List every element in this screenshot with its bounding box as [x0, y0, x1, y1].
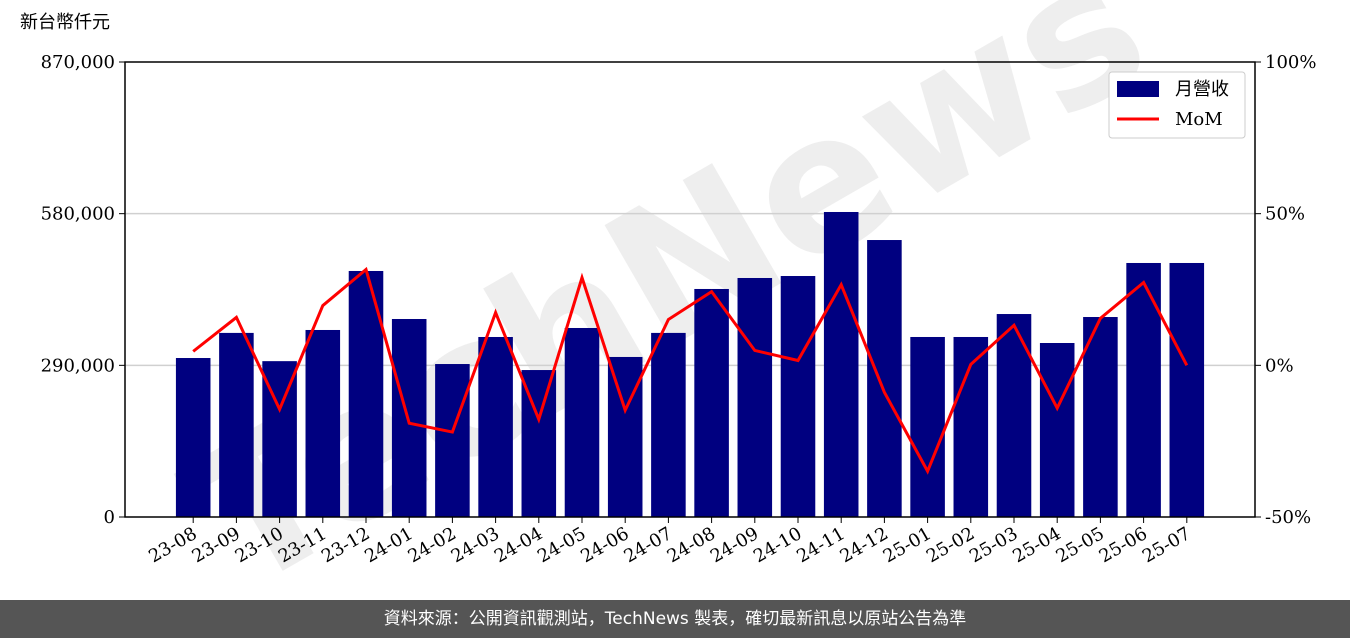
bar	[607, 356, 643, 517]
y2-tick-label: 50%	[1265, 204, 1305, 225]
x-tick-label: 24-08	[664, 523, 719, 567]
bar	[305, 329, 341, 517]
y-tick-label: 290,000	[41, 355, 115, 376]
bar	[737, 277, 773, 517]
bar	[780, 276, 816, 517]
bar	[823, 211, 859, 517]
plot-frame	[124, 61, 1256, 518]
x-tick-label: 25-01	[880, 523, 935, 567]
x-tick-label: 25-03	[966, 523, 1021, 567]
x-tick-label: 24-04	[491, 523, 546, 567]
x-tick-label: 25-07	[1139, 523, 1194, 567]
bar	[1039, 343, 1075, 517]
bar	[219, 332, 254, 517]
x-tick-label: 24-07	[620, 523, 675, 567]
bar	[478, 336, 513, 517]
x-tick-label: 25-05	[1052, 523, 1107, 567]
footer: 資料來源：公開資訊觀測站，TechNews 製表，確切最新訊息以原站公告為準	[0, 600, 1350, 638]
x-tick-label: 25-02	[923, 523, 978, 567]
legend-label: MoM	[1175, 109, 1223, 130]
x-tick-label: 23-08	[145, 523, 200, 567]
legend-swatch	[1117, 81, 1159, 97]
bar	[175, 358, 211, 517]
bar	[867, 240, 902, 518]
legend-label: 月營收	[1175, 79, 1229, 100]
bar	[996, 314, 1032, 517]
x-tick-label: 24-09	[707, 523, 762, 567]
y2-tick-label: -50%	[1265, 507, 1311, 528]
x-tick-label: 24-10	[750, 523, 805, 567]
x-tick-label: 25-06	[1096, 523, 1151, 567]
bar	[564, 327, 600, 517]
y2-tick-label: 100%	[1265, 52, 1316, 73]
line	[192, 266, 1189, 475]
bar	[694, 288, 729, 517]
bar	[1126, 262, 1161, 517]
bar	[1083, 317, 1118, 517]
x-tick-label: 25-04	[1009, 523, 1064, 567]
x-tick-label: 24-05	[534, 523, 589, 567]
bar	[435, 364, 470, 517]
bar	[651, 332, 686, 517]
bar	[1169, 262, 1205, 517]
y-tick-label: 0	[104, 507, 115, 528]
x-tick-label: 24-12	[836, 523, 891, 567]
y2-tick-label: 0%	[1265, 355, 1294, 376]
x-tick-label: 24-03	[448, 523, 503, 567]
x-tick-label: 24-11	[793, 523, 848, 567]
chart: 新台幣仟元 TechNews 0290,000580,000870,000-50…	[20, 0, 1316, 600]
y-axis-label: 新台幣仟元	[20, 12, 110, 33]
y-tick-label: 870,000	[41, 52, 115, 73]
x-tick-label: 24-06	[577, 523, 632, 567]
bar	[910, 336, 945, 517]
y-tick-label: 580,000	[41, 204, 115, 225]
